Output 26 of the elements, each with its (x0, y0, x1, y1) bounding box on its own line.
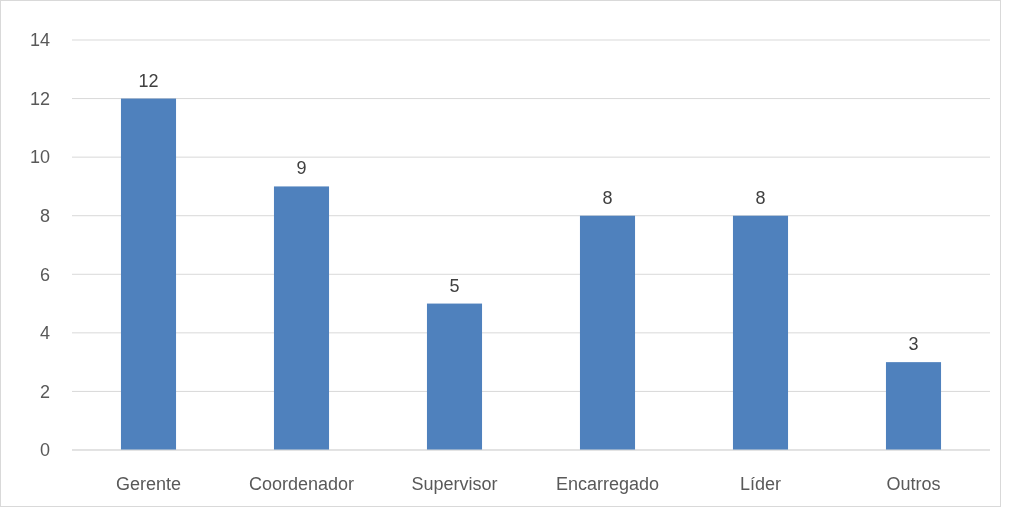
x-tick-label: Outros (886, 474, 941, 494)
data-label: 8 (602, 187, 613, 208)
x-tick-label: Gerente (115, 474, 182, 494)
y-tick-label: 0 (39, 440, 50, 461)
x-tick-label: Encarregado (555, 474, 660, 494)
bar (732, 215, 789, 450)
data-label: 9 (296, 158, 307, 179)
x-tick-label: Supervisor (411, 474, 498, 494)
data-label: 8 (755, 187, 766, 208)
data-label: 5 (449, 275, 460, 296)
y-tick-label: 6 (39, 264, 50, 285)
y-tick-label: 2 (39, 381, 50, 402)
x-tick-label: Líder (739, 474, 782, 494)
bar (579, 215, 636, 450)
bar (273, 186, 330, 450)
y-tick-label: 14 (29, 30, 50, 51)
y-tick-label: 8 (39, 206, 50, 227)
bar (426, 303, 483, 450)
y-tick-label: 10 (29, 147, 50, 168)
bar (885, 362, 942, 450)
data-label: 12 (138, 70, 159, 91)
y-tick-label: 4 (39, 323, 50, 344)
bar (120, 98, 177, 450)
x-tick-label: Coordenador (248, 474, 355, 494)
data-label: 3 (908, 334, 919, 355)
y-tick-label: 12 (29, 88, 50, 109)
